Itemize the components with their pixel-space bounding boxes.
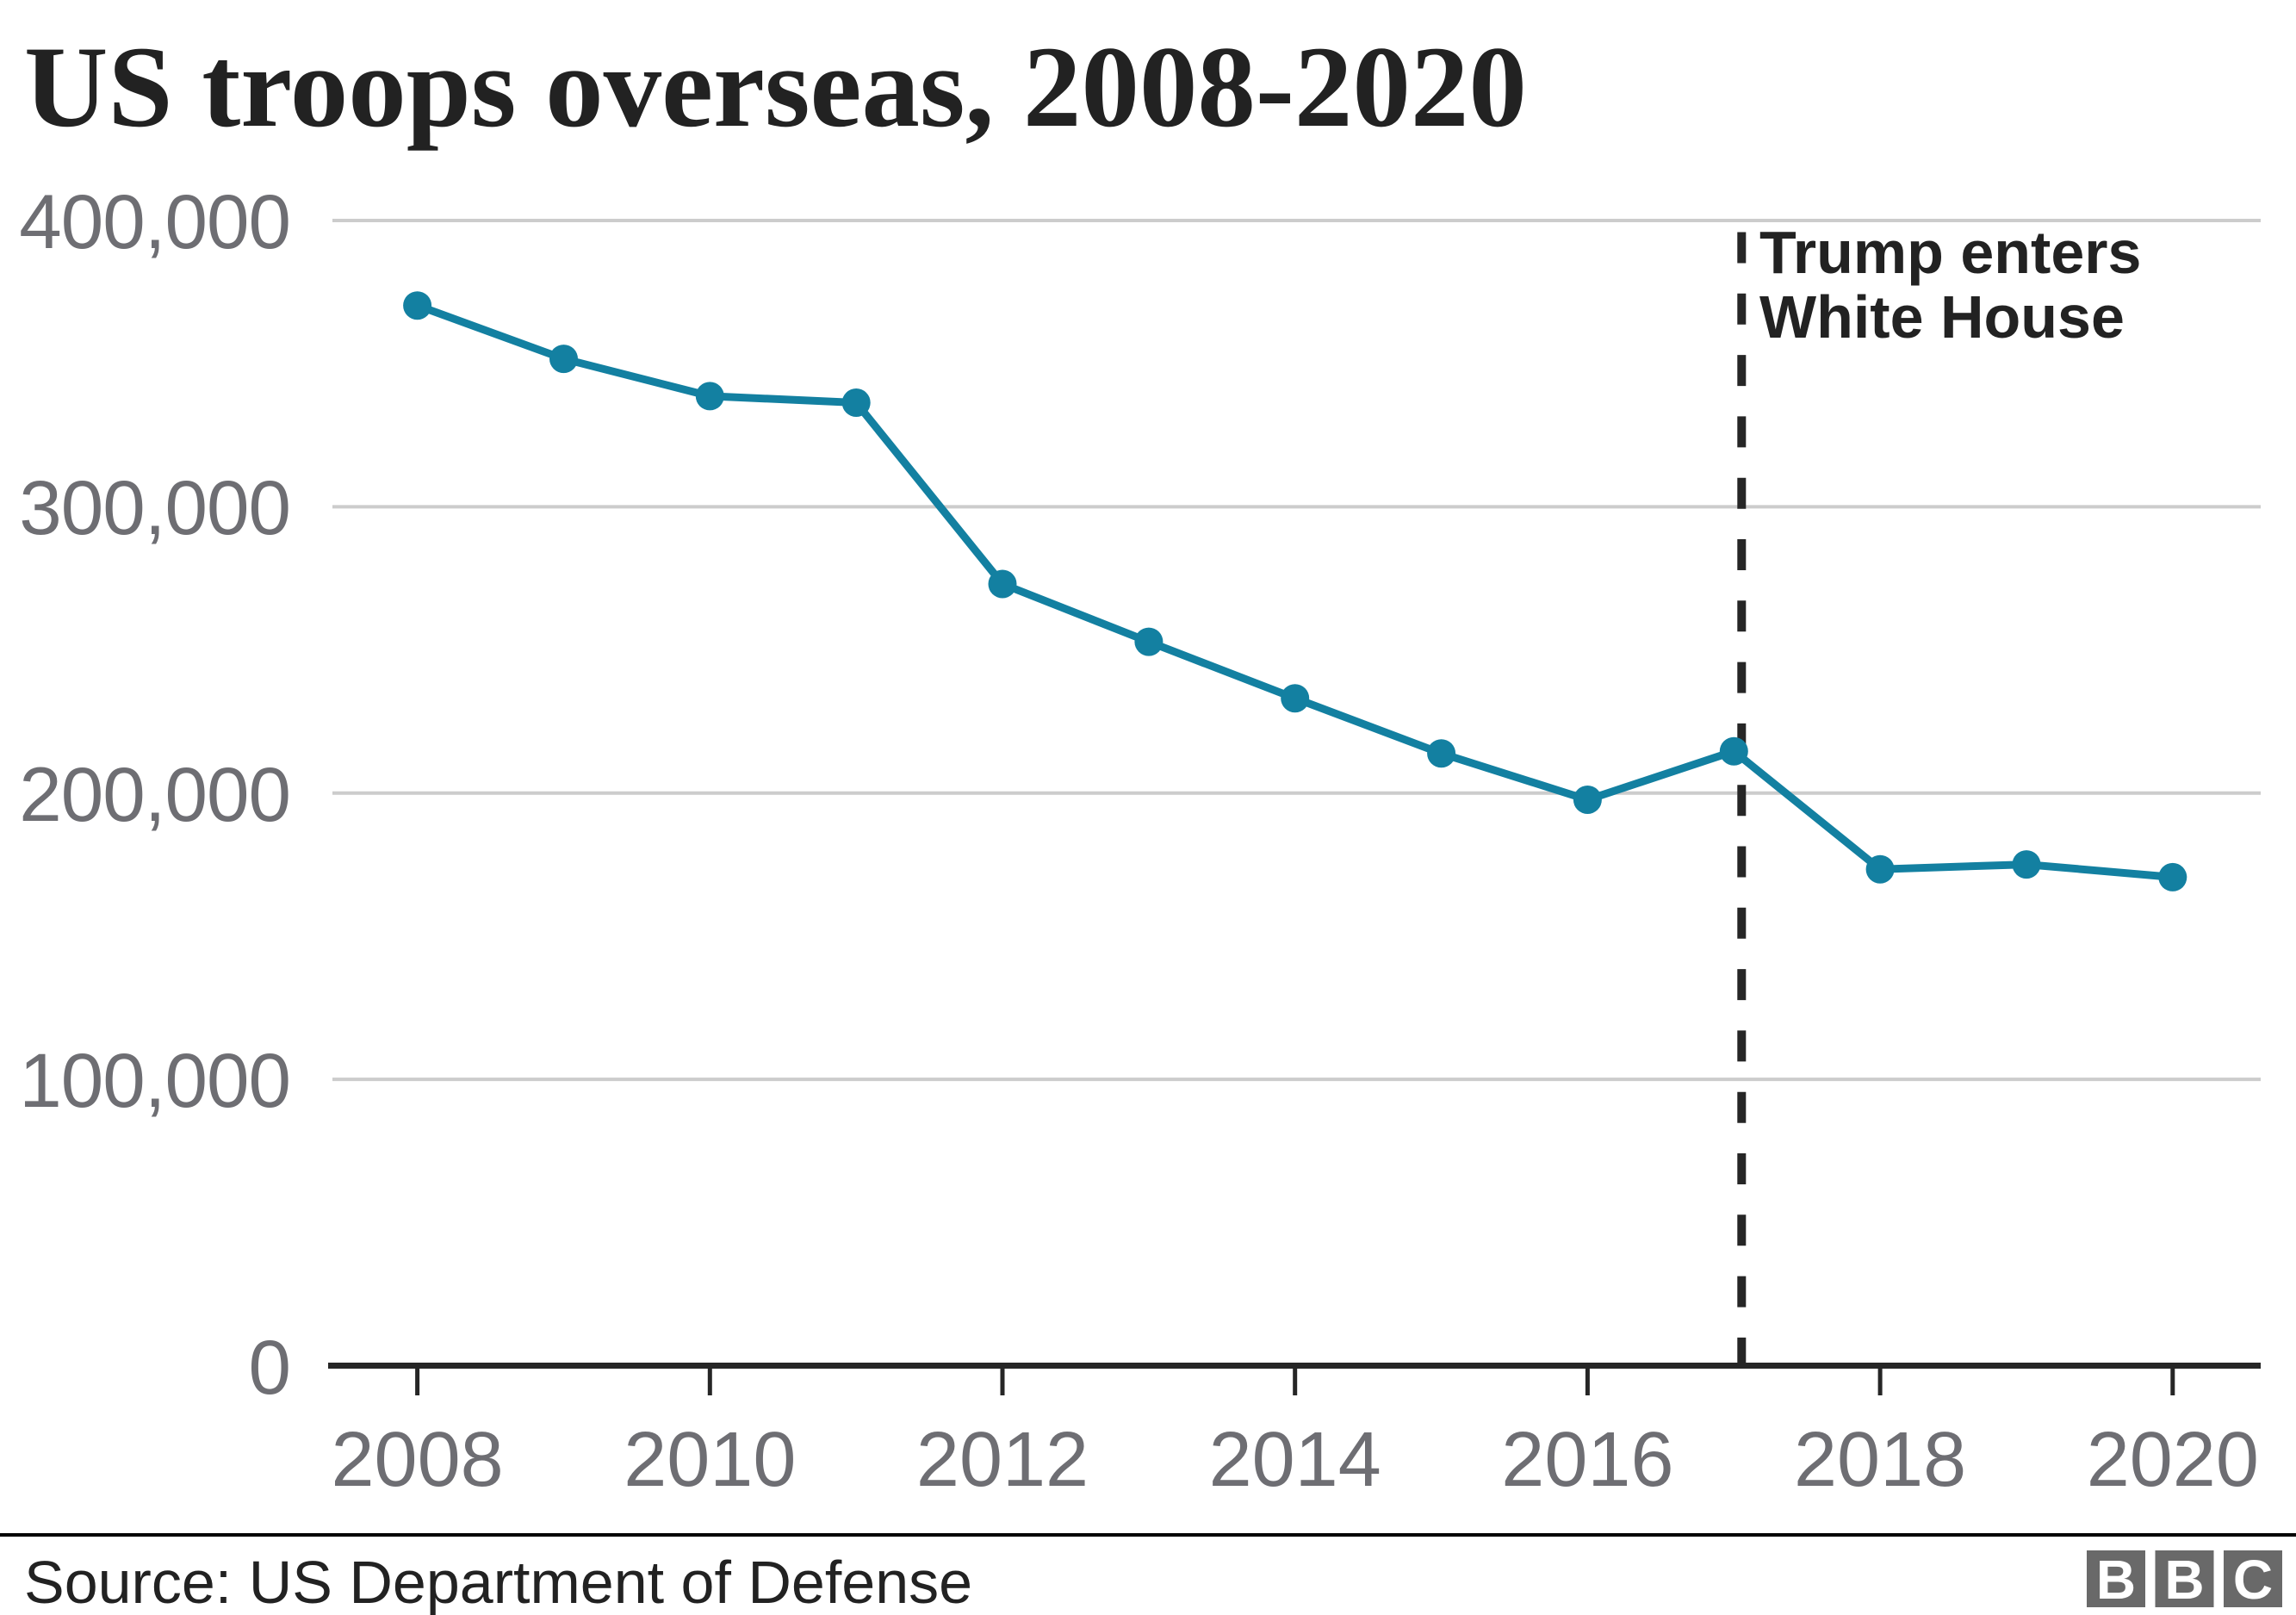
svg-text:US troops overseas, 2008-2020: US troops overseas, 2008-2020 <box>24 23 1527 152</box>
svg-text:200,000: 200,000 <box>19 751 290 837</box>
svg-text:2016: 2016 <box>1501 1417 1673 1503</box>
svg-text:100,000: 100,000 <box>19 1037 290 1123</box>
svg-text:2010: 2010 <box>624 1417 796 1503</box>
svg-text:B: B <box>2164 1549 2204 1611</box>
svg-text:2008: 2008 <box>331 1417 503 1503</box>
svg-text:Trump enters: Trump enters <box>1759 219 2141 286</box>
svg-text:2014: 2014 <box>1209 1417 1381 1503</box>
svg-text:Source: US Department of Defen: Source: US Department of Defense <box>24 1549 972 1615</box>
svg-text:0: 0 <box>249 1324 291 1410</box>
svg-text:2020: 2020 <box>2087 1417 2259 1503</box>
svg-text:2018: 2018 <box>1794 1417 1966 1503</box>
svg-text:White House: White House <box>1759 283 2125 351</box>
svg-text:400,000: 400,000 <box>19 178 290 264</box>
svg-text:2012: 2012 <box>916 1417 1089 1503</box>
svg-text:C: C <box>2233 1549 2273 1611</box>
svg-text:300,000: 300,000 <box>19 464 290 550</box>
svg-text:B: B <box>2096 1549 2136 1611</box>
